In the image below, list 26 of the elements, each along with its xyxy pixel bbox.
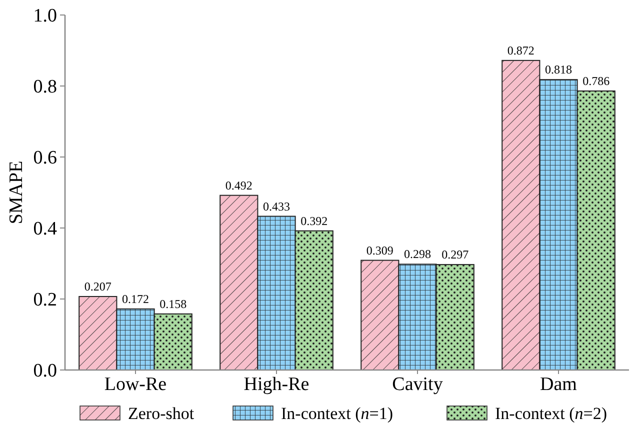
y-tick-label: 0.0 bbox=[33, 360, 57, 382]
y-tick-label: 0.8 bbox=[33, 76, 57, 98]
legend-label: In-context (n=2) bbox=[495, 404, 608, 423]
x-tick-label: Low-Re bbox=[104, 374, 167, 395]
legend-label: Zero-shot bbox=[128, 404, 194, 423]
legend-label: In-context (n=1) bbox=[281, 404, 394, 423]
data-label: 0.786 bbox=[582, 74, 610, 88]
data-label: 0.433 bbox=[263, 199, 290, 214]
data-label: 0.298 bbox=[404, 247, 431, 262]
y-tick-label: 1.0 bbox=[33, 6, 57, 27]
y-axis-title: SMAPE bbox=[6, 160, 27, 224]
data-label: 0.309 bbox=[366, 243, 394, 258]
x-tick-label: High-Re bbox=[244, 374, 310, 395]
data-label: 0.492 bbox=[225, 178, 252, 192]
data-label: 0.297 bbox=[442, 248, 469, 262]
y-tick-label: 0.2 bbox=[33, 290, 57, 311]
data-label: 0.392 bbox=[300, 214, 328, 228]
x-tick-label: Dam bbox=[540, 374, 578, 395]
y-tick-label: 0.6 bbox=[33, 148, 57, 169]
data-label: 0.158 bbox=[160, 296, 187, 311]
x-tick-label: Cavity bbox=[392, 374, 444, 395]
data-label: 0.872 bbox=[507, 43, 534, 58]
data-label: 0.207 bbox=[84, 280, 112, 294]
data-label: 0.172 bbox=[122, 292, 149, 306]
y-tick-label: 0.4 bbox=[33, 218, 58, 240]
data-label: 0.818 bbox=[545, 62, 572, 77]
